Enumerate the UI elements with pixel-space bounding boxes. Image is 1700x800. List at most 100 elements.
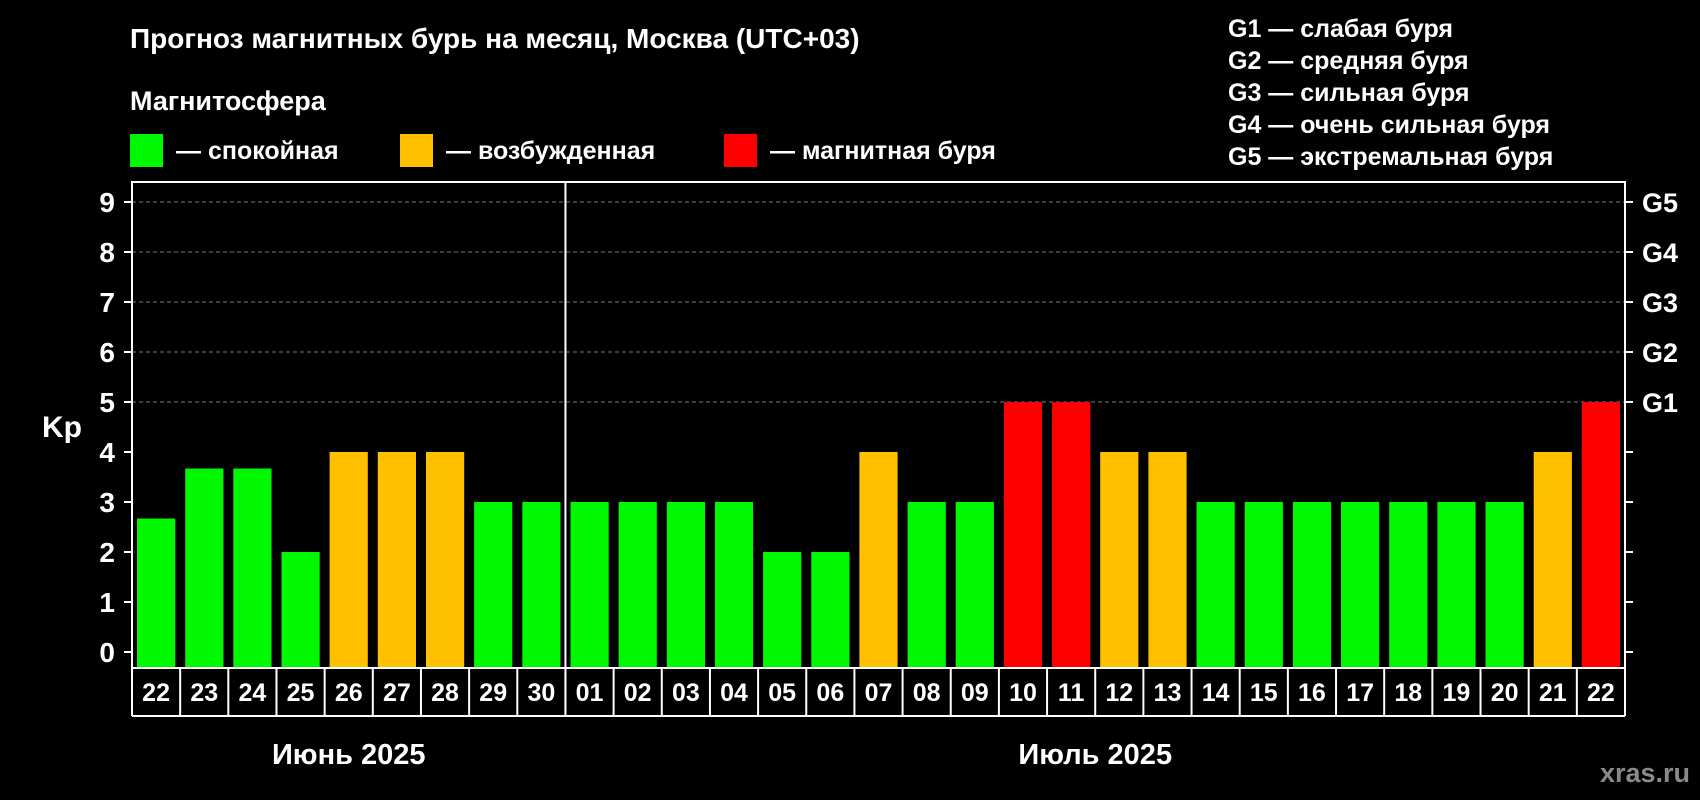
bar-17	[955, 502, 994, 668]
month-label-0: Июнь 2025	[272, 739, 426, 771]
y-tick-label-4: 4	[99, 437, 115, 468]
date-label-11: 03	[672, 679, 700, 707]
bar-9	[570, 502, 609, 668]
y-tick-label-8: 8	[99, 237, 115, 268]
date-label-20: 12	[1105, 679, 1133, 707]
date-label-5: 27	[383, 679, 411, 707]
bar-22	[1196, 502, 1235, 668]
y-tick-label-7: 7	[99, 287, 115, 318]
bar-15	[859, 452, 898, 668]
date-label-7: 29	[479, 679, 507, 707]
bar-25	[1341, 502, 1380, 668]
date-label-24: 16	[1298, 679, 1326, 707]
bar-19	[1052, 402, 1091, 668]
grid-lines	[132, 201, 1625, 403]
bars	[131, 181, 1626, 716]
bar-11	[666, 502, 705, 668]
bar-24	[1292, 502, 1332, 668]
axis-ticks: 0 1 2 3 4 5 6 7 8 9 G1 G2 G3 G4 G5	[99, 187, 1678, 668]
date-label-9: 01	[576, 679, 604, 707]
bar-28	[1485, 502, 1524, 668]
date-label-4: 26	[335, 679, 363, 707]
bar-0	[137, 518, 176, 668]
date-label-30: 22	[1587, 679, 1615, 707]
bar-16	[907, 502, 946, 668]
plot-frame	[131, 181, 1626, 669]
date-label-28: 20	[1491, 679, 1519, 707]
date-label-26: 18	[1394, 679, 1422, 707]
date-label-22: 14	[1202, 679, 1230, 707]
date-label-17: 09	[961, 679, 989, 707]
date-label-6: 28	[431, 679, 459, 707]
legend-swatch-0	[130, 134, 163, 167]
bar-3	[281, 552, 320, 668]
bar-30	[1581, 402, 1620, 668]
g-tick-label-G2: G2	[1642, 338, 1678, 368]
y-tick-label-1: 1	[99, 587, 115, 618]
date-label-18: 10	[1009, 679, 1037, 707]
legend-swatch-1	[400, 134, 433, 167]
legend-label-0: — спокойная	[176, 137, 339, 165]
g-tick-label-G3: G3	[1642, 288, 1678, 318]
y-tick-label-6: 6	[99, 337, 115, 368]
y-tick-label-2: 2	[99, 537, 115, 568]
date-label-23: 15	[1250, 679, 1278, 707]
g-tick-label-G5: G5	[1642, 188, 1678, 218]
bar-6	[426, 452, 465, 668]
bar-1	[185, 468, 224, 668]
chart-title: Прогноз магнитных бурь на месяц, Москва …	[130, 23, 860, 54]
storm-scale-legend: G1 — слабая буря G2 — средняя буря G3 — си…	[1228, 15, 1553, 171]
bar-14	[811, 552, 850, 668]
date-label-25: 17	[1346, 679, 1374, 707]
y-tick-label-5: 5	[99, 387, 115, 418]
month-label-1: Июль 2025	[1018, 739, 1172, 771]
legend-swatch-2	[724, 134, 757, 167]
storm-scale-item-1: G1 — слабая буря	[1228, 15, 1453, 43]
month-labels: Июнь 2025 Июль 2025	[272, 739, 1172, 771]
g-tick-label-G4: G4	[1642, 238, 1678, 268]
date-label-14: 06	[816, 679, 844, 707]
date-label-10: 02	[624, 679, 652, 707]
bar-18	[1003, 402, 1043, 668]
legend-label-2: — магнитная буря	[770, 137, 996, 165]
date-label-2: 24	[238, 679, 266, 707]
storm-scale-item-3: G3 — сильная буря	[1228, 79, 1470, 107]
date-label-29: 21	[1539, 679, 1567, 707]
bar-20	[1100, 452, 1139, 668]
y-axis-label: Kp	[42, 411, 82, 444]
bar-12	[714, 502, 754, 668]
date-label-27: 19	[1443, 679, 1471, 707]
bar-4	[329, 452, 368, 668]
date-label-3: 25	[287, 679, 315, 707]
date-label-1: 23	[190, 679, 218, 707]
legend: — спокойная — возбужденная — магнитная бур…	[130, 134, 996, 167]
bar-8	[522, 502, 561, 668]
bar-7	[474, 502, 513, 668]
date-label-12: 04	[720, 679, 748, 707]
bar-13	[763, 552, 802, 668]
date-label-21: 13	[1154, 679, 1182, 707]
bar-10	[618, 502, 657, 668]
chart-subtitle: Магнитосфера	[130, 86, 327, 116]
date-label-8: 30	[527, 679, 555, 707]
storm-scale-item-2: G2 — средняя буря	[1228, 47, 1469, 75]
bar-26	[1389, 502, 1428, 668]
watermark: xras.ru	[1600, 758, 1690, 788]
bar-29	[1533, 452, 1572, 668]
bar-5	[377, 452, 416, 668]
storm-scale-item-4: G4 — очень сильная буря	[1228, 111, 1550, 139]
date-label-16: 08	[913, 679, 941, 707]
y-tick-label-0: 0	[99, 637, 115, 668]
bar-23	[1244, 502, 1283, 668]
date-axis: 22 23 24 25 26 27 28 29 30 01 02 03 04 05 06 07 08 09 10 11…	[131, 668, 1626, 717]
date-label-0: 22	[142, 679, 170, 707]
bar-2	[233, 468, 272, 668]
y-tick-label-3: 3	[99, 487, 115, 518]
legend-label-1: — возбужденная	[446, 137, 655, 165]
g-tick-label-G1: G1	[1642, 388, 1678, 418]
date-label-15: 07	[865, 679, 893, 707]
bar-27	[1437, 502, 1476, 668]
date-label-19: 11	[1058, 679, 1085, 707]
y-tick-label-9: 9	[99, 187, 115, 218]
